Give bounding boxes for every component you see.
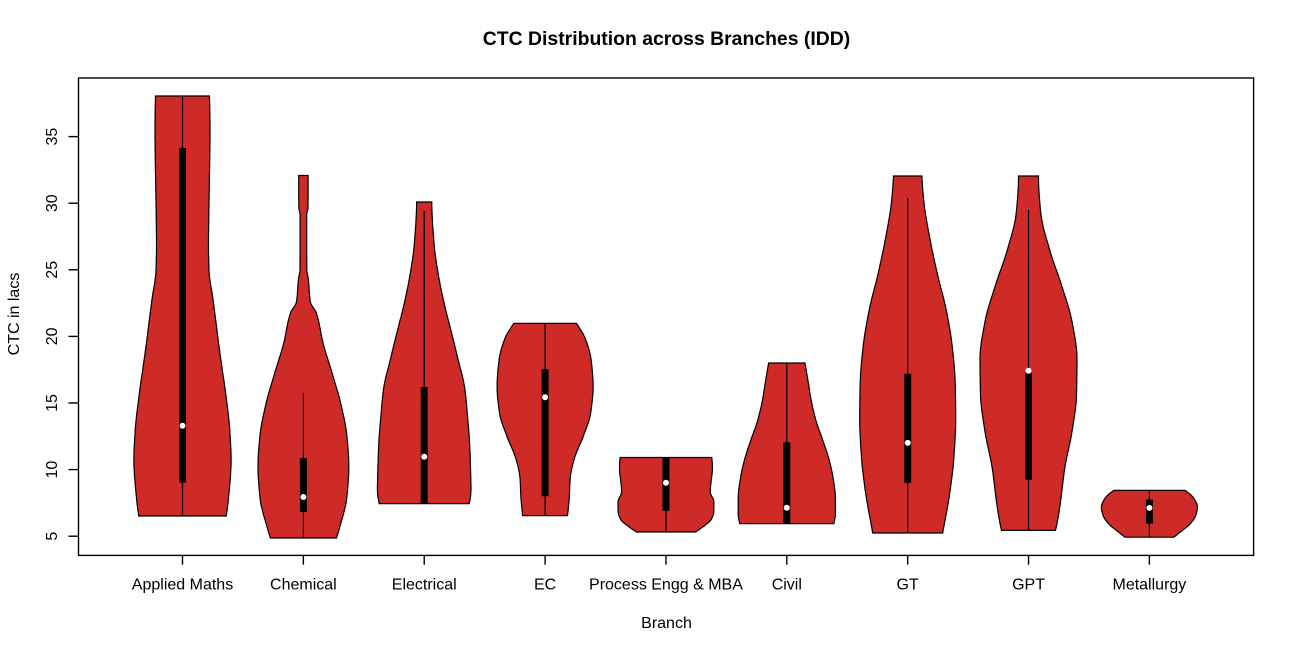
svg-text:10: 10 <box>44 461 61 479</box>
svg-text:Applied Maths: Applied Maths <box>132 577 233 594</box>
svg-text:Metallurgy: Metallurgy <box>1112 577 1186 594</box>
svg-text:Branch: Branch <box>641 615 692 632</box>
svg-text:25: 25 <box>44 261 61 279</box>
svg-text:EC: EC <box>534 577 556 594</box>
svg-text:Electrical: Electrical <box>392 577 457 594</box>
svg-text:5: 5 <box>44 532 61 541</box>
svg-text:CTC Distribution across Branch: CTC Distribution across Branches (IDD) <box>483 28 850 50</box>
svg-text:20: 20 <box>44 327 61 345</box>
svg-text:30: 30 <box>44 194 61 212</box>
svg-text:GT: GT <box>897 577 919 594</box>
svg-text:GPT: GPT <box>1012 577 1045 594</box>
svg-text:Chemical: Chemical <box>270 577 337 594</box>
svg-text:Civil: Civil <box>772 577 802 594</box>
svg-text:35: 35 <box>44 128 61 146</box>
svg-text:CTC in lacs: CTC in lacs <box>6 273 23 356</box>
svg-text:Process Engg & MBA: Process Engg & MBA <box>589 577 743 594</box>
svg-text:15: 15 <box>44 394 61 412</box>
